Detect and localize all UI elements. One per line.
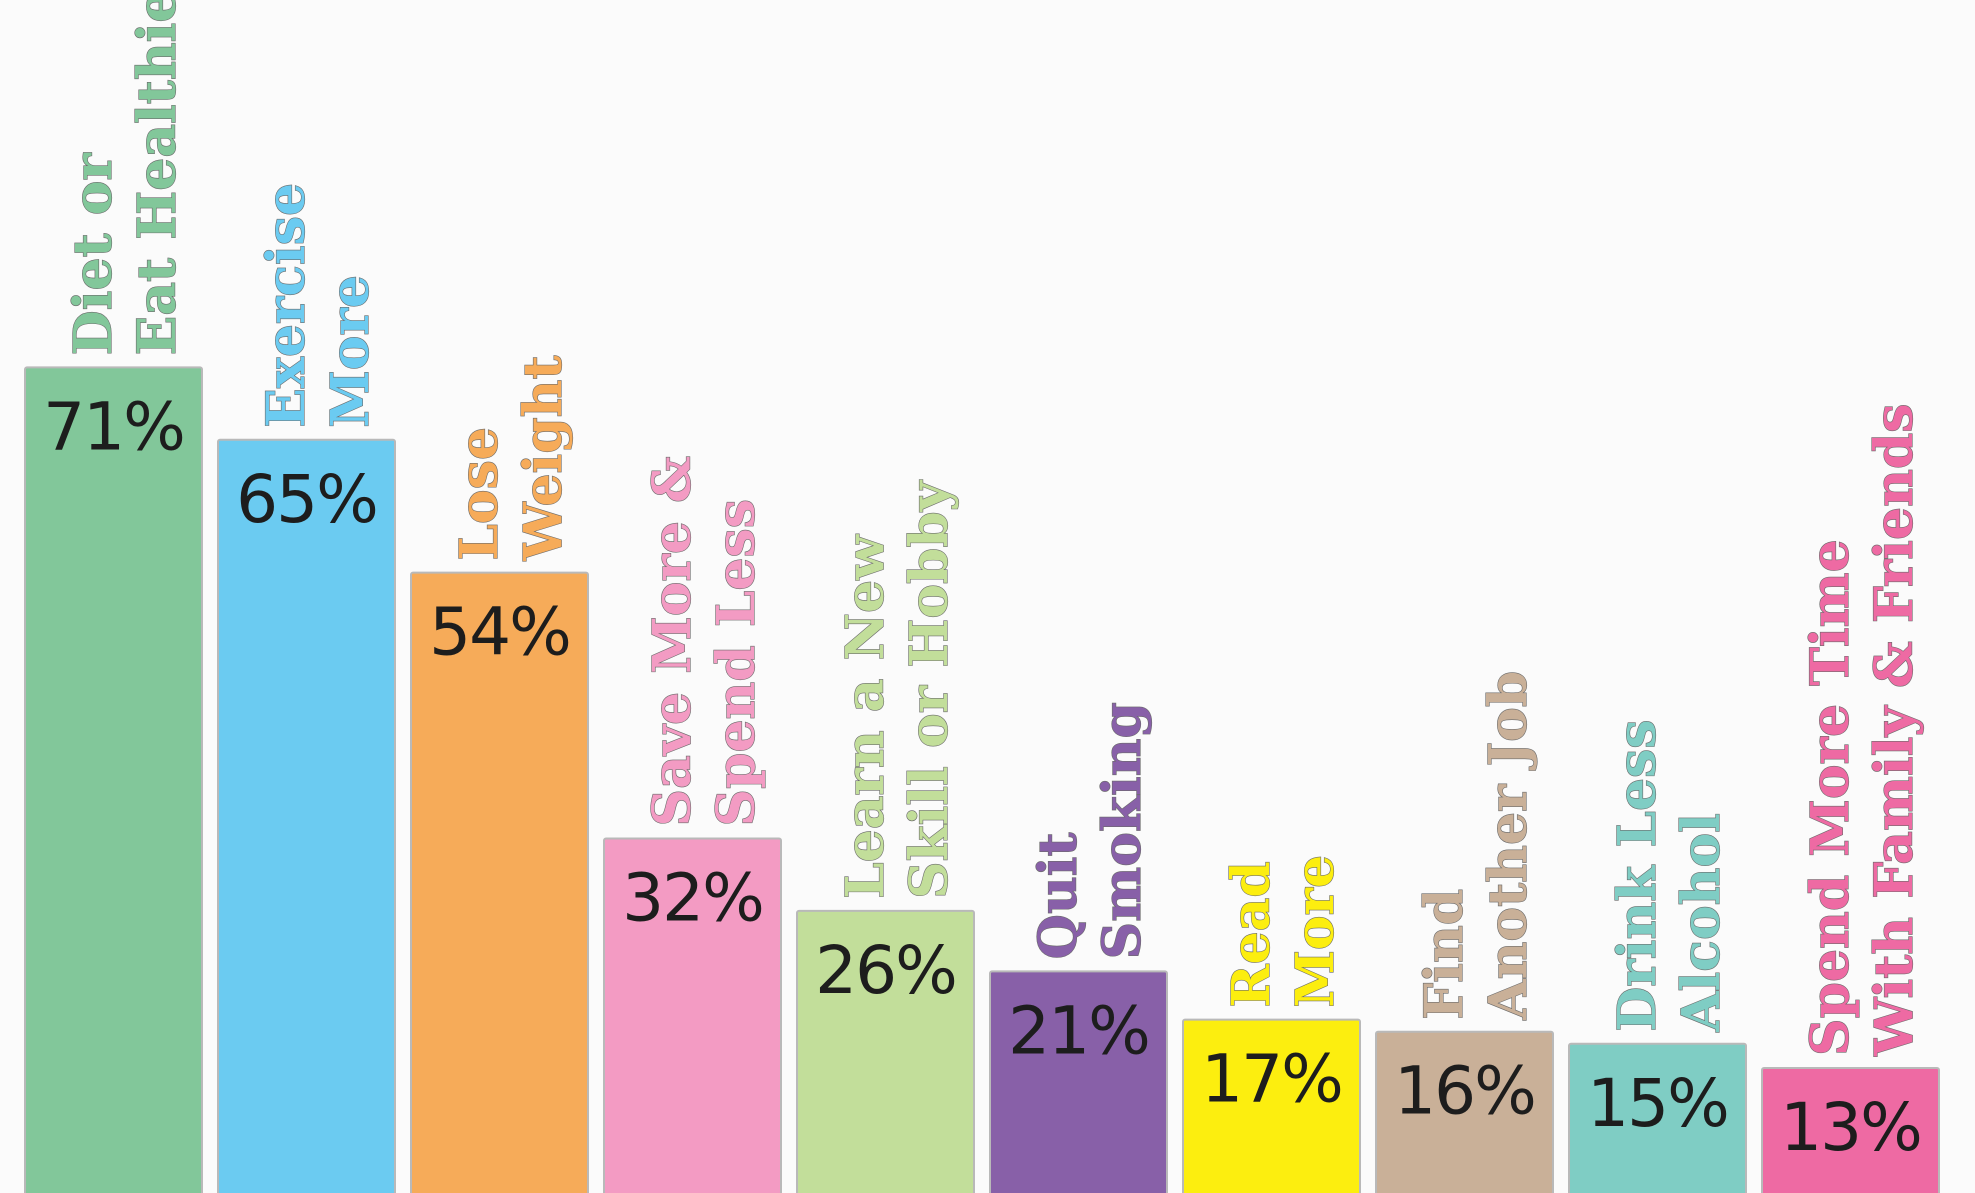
category-label: FindAnother Job <box>1414 671 1539 1021</box>
value-label: 13% <box>1780 1089 1921 1166</box>
bar <box>24 366 203 1193</box>
bar <box>217 438 396 1193</box>
value-label: 16% <box>1394 1053 1535 1130</box>
bar <box>796 909 975 1193</box>
value-label: 21% <box>1008 992 1149 1069</box>
category-label: Diet orEat Healthier <box>63 0 188 355</box>
bar <box>410 571 589 1193</box>
bar <box>1761 1066 1940 1193</box>
value-label: 17% <box>1201 1041 1342 1118</box>
category-label: ExerciseMore <box>256 183 381 428</box>
category-label: ReadMore <box>1221 855 1346 1008</box>
bar <box>1568 1042 1747 1193</box>
value-label: 15% <box>1587 1065 1728 1142</box>
category-label: Spend More TimeWith Family & Friends <box>1800 403 1925 1057</box>
bar <box>989 970 1168 1193</box>
value-label: 26% <box>815 932 956 1009</box>
category-label: Drink LessAlcohol <box>1607 719 1732 1032</box>
value-label: 54% <box>429 594 570 671</box>
category-label: Learn a NewSkill or Hobby <box>835 479 960 899</box>
bar <box>1182 1018 1361 1193</box>
bar <box>1375 1030 1554 1193</box>
value-label: 32% <box>622 859 763 936</box>
category-label: Save More &Spend Less <box>642 456 767 826</box>
value-label: 65% <box>236 461 377 538</box>
category-label: QuitSmoking <box>1028 702 1153 959</box>
value-label: 71% <box>43 388 184 465</box>
category-label: LoseWeight <box>449 355 574 561</box>
bar <box>603 837 782 1193</box>
